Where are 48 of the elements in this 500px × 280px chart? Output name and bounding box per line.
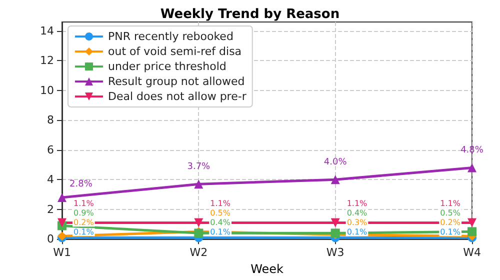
- point: [468, 218, 476, 228]
- x-tick-label: W3: [326, 246, 344, 260]
- x-tick-label: W4: [463, 246, 481, 260]
- point: [468, 227, 476, 236]
- data-label: 1.1%: [346, 199, 368, 208]
- data-label: 0.4%: [346, 208, 368, 218]
- data-label: 0.1%: [346, 228, 368, 237]
- x-tick-label: W2: [190, 246, 208, 260]
- data-label: 0.4%: [210, 218, 231, 228]
- data-label: 0.1%: [210, 228, 231, 237]
- point: [58, 192, 66, 202]
- data-label: 0.3%: [346, 218, 368, 228]
- y-tick-label: 6: [47, 143, 54, 156]
- data-label: 0.5%: [210, 208, 231, 218]
- y-tick-label: 4: [47, 173, 54, 186]
- y-tick-label: 2: [47, 202, 54, 216]
- data-label: 4.8%: [460, 146, 484, 156]
- point: [194, 180, 204, 189]
- point: [58, 218, 66, 228]
- data-label: 3.7%: [187, 162, 211, 172]
- data-label: 0.2%: [74, 218, 94, 228]
- legend-label: under price threshold: [108, 60, 226, 73]
- y-tick-label: 10: [40, 84, 54, 97]
- legend-label: out of void semi-ref disa: [108, 45, 242, 58]
- data-label: 0.9%: [74, 208, 94, 218]
- data-label: 0.1%: [440, 228, 461, 237]
- data-label: 2.8%: [70, 179, 93, 190]
- data-label: 4.0%: [324, 158, 348, 168]
- point: [330, 218, 340, 228]
- data-label: 0.2%: [440, 218, 461, 228]
- x-tick-label: W1: [53, 246, 71, 260]
- data-label: 1.1%: [74, 199, 94, 208]
- y-tick-label: 14: [40, 24, 54, 38]
- y-tick-label: 8: [47, 114, 54, 127]
- point: [468, 163, 476, 172]
- legend-label: Deal does not allow pre-r: [108, 90, 247, 103]
- point: [194, 218, 204, 228]
- y-tick-label: 12: [40, 54, 54, 68]
- data-label: 0.5%: [440, 208, 461, 218]
- data-label: 1.1%: [440, 199, 461, 208]
- x-axis-title: Week: [250, 262, 284, 276]
- point: [330, 175, 340, 184]
- data-label: 0.1%: [74, 228, 94, 237]
- y-tick-label: 0: [47, 232, 54, 246]
- chart-title: Weekly Trend by Reason: [160, 7, 340, 22]
- legend-label: PNR recently rebooked: [108, 30, 234, 43]
- data-label: 1.1%: [210, 199, 231, 208]
- legend-label: Result group not allowed: [108, 75, 245, 88]
